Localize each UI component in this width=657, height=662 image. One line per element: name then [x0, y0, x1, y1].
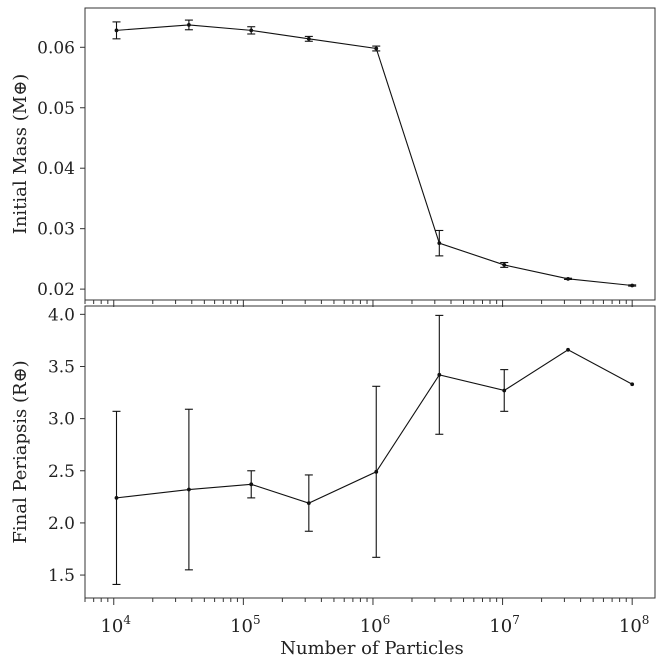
- y-tick-label: 0.03: [37, 220, 75, 240]
- bottom-data-points: [114, 347, 635, 505]
- y-tick-label: 2.0: [48, 514, 75, 534]
- y-tick-label: 4.0: [48, 305, 75, 325]
- x-tick-label: 106: [360, 613, 391, 637]
- top-x-ticks: [84, 300, 633, 307]
- initial-mass-panel: 0.02 0.03 0.04 0.05 0.06 Initial Mass (M⊕): [10, 7, 656, 307]
- x-tick-label: 108: [619, 613, 650, 637]
- bottom-error-bars: [112, 314, 509, 585]
- data-point: [502, 388, 507, 393]
- data-point: [114, 495, 119, 500]
- y-tick-label: 0.04: [37, 159, 75, 179]
- y-tick-label: 0.05: [37, 99, 75, 119]
- data-point: [374, 469, 379, 474]
- final-periapsis-line: [116, 349, 633, 504]
- data-point: [630, 382, 635, 387]
- bottom-y-axis-label: Final Periapsis (R⊕): [10, 360, 31, 543]
- top-data-points: [114, 23, 635, 288]
- y-tick-label: 0.06: [37, 38, 75, 58]
- y-tick-label: 2.5: [48, 462, 75, 482]
- data-point: [306, 36, 311, 41]
- data-point: [502, 263, 507, 267]
- y-tick-label: 0.02: [37, 280, 75, 300]
- initial-mass-line: [116, 24, 633, 287]
- bottom-plot-frame: [84, 305, 656, 599]
- top-y-axis-label: Initial Mass (M⊕): [10, 74, 31, 235]
- final-periapsis-panel: 1.5 2.0 2.5 3.0 3.5 4.0 104 105 106 107 108 Final…: [10, 305, 656, 659]
- data-point: [437, 372, 442, 377]
- data-point: [374, 46, 379, 51]
- bottom-x-ticks: 104 105 106 107 108: [84, 598, 650, 637]
- x-tick-label: 105: [230, 613, 261, 637]
- x-axis-label: Number of Particles: [280, 638, 464, 659]
- data-point: [306, 501, 311, 505]
- y-tick-label: 1.5: [48, 566, 75, 586]
- y-tick-label: 3.0: [48, 410, 75, 430]
- top-y-ticks: 0.02 0.03 0.04 0.05 0.06: [37, 38, 85, 300]
- top-plot-frame: [84, 7, 656, 301]
- data-point: [186, 23, 191, 27]
- data-point: [437, 241, 442, 246]
- data-point: [114, 28, 119, 33]
- x-tick-label: 107: [489, 613, 520, 637]
- data-point: [186, 487, 191, 492]
- data-point: [566, 347, 570, 352]
- data-point: [249, 482, 254, 487]
- bottom-y-ticks: 1.5 2.0 2.5 3.0 3.5 4.0: [48, 305, 85, 586]
- data-point: [249, 28, 254, 33]
- x-tick-label: 104: [100, 613, 131, 637]
- data-point: [630, 283, 635, 288]
- top-error-bars: [112, 19, 637, 287]
- data-point: [566, 276, 570, 281]
- y-tick-label: 3.5: [48, 357, 75, 377]
